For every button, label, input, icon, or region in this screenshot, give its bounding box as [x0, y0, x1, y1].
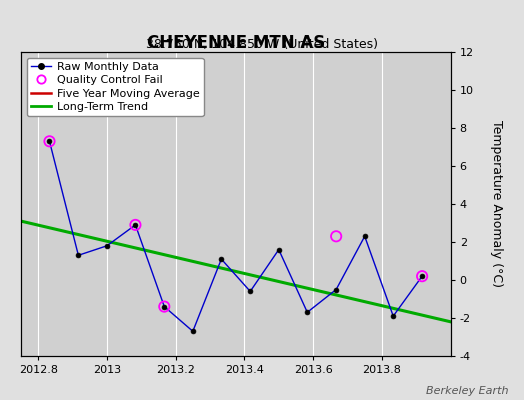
- Text: Berkeley Earth: Berkeley Earth: [426, 386, 508, 396]
- Title: CHEYENNE MTN AS: CHEYENNE MTN AS: [147, 34, 325, 52]
- Legend: Raw Monthly Data, Quality Control Fail, Five Year Moving Average, Long-Term Tren: Raw Monthly Data, Quality Control Fail, …: [27, 58, 204, 116]
- Point: [45, 138, 53, 144]
- Point: [160, 303, 169, 310]
- Point: [332, 233, 341, 240]
- Point: [418, 273, 427, 279]
- Text: 38.750 N, 104.850 W (United States): 38.750 N, 104.850 W (United States): [146, 38, 378, 51]
- Y-axis label: Temperature Anomaly (°C): Temperature Anomaly (°C): [490, 120, 504, 288]
- Point: [131, 222, 139, 228]
